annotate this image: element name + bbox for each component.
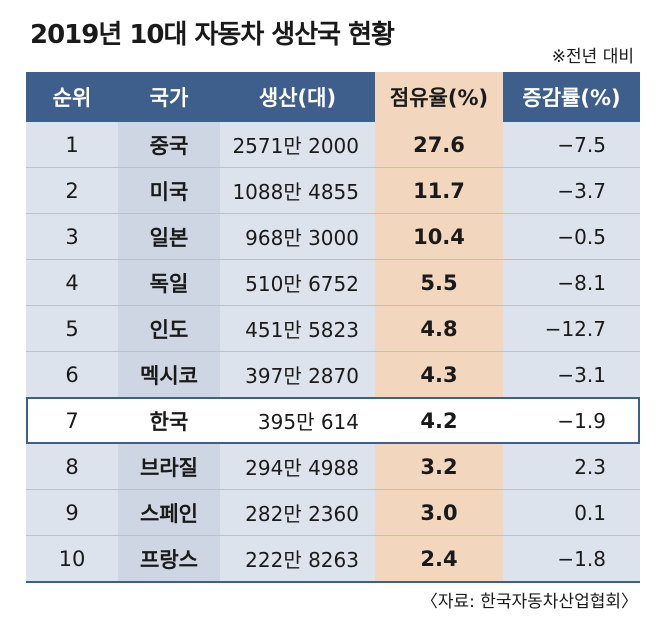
table-row: 1 중국 2571만 2000 27.6 −7.5 <box>26 122 640 168</box>
production-cell: 968만 3000 <box>220 214 375 259</box>
change-cell: −1.9 <box>503 398 640 443</box>
production-cell: 282만 2360 <box>220 490 375 535</box>
table-row: 9 스페인 282만 2360 3.0 0.1 <box>26 490 640 536</box>
chart-title: 2019년 10대 자동차 생산국 현황 <box>30 20 395 50</box>
share-cell: 11.7 <box>375 168 503 213</box>
rank-cell: 6 <box>26 352 118 397</box>
rank-cell: 2 <box>26 168 118 213</box>
rank-cell: 1 <box>26 122 118 167</box>
rank-cell: 5 <box>26 306 118 351</box>
rank-cell: 10 <box>26 536 118 581</box>
table-header: 순위 국가 생산(대) 점유율(%) 증감률(%) <box>26 72 640 122</box>
change-cell: 2.3 <box>503 444 640 489</box>
change-cell: −8.1 <box>503 260 640 305</box>
country-cell: 스페인 <box>118 490 220 535</box>
share-cell: 4.8 <box>375 306 503 351</box>
table-row: 6 멕시코 397만 2870 4.3 −3.1 <box>26 352 640 398</box>
country-cell: 브라질 <box>118 444 220 489</box>
change-cell: −0.5 <box>503 214 640 259</box>
production-table: 순위 국가 생산(대) 점유율(%) 증감률(%) 1 중국 2571만 2000 2… <box>26 72 640 583</box>
header-production: 생산(대) <box>258 86 337 110</box>
production-cell: 2571만 2000 <box>220 122 375 167</box>
country-cell: 멕시코 <box>118 352 220 397</box>
country-cell: 중국 <box>118 122 220 167</box>
production-cell: 510만 6752 <box>220 260 375 305</box>
table-row: 8 브라질 294만 4988 3.2 2.3 <box>26 444 640 490</box>
rank-cell: 4 <box>26 260 118 305</box>
change-cell: −3.7 <box>503 168 640 213</box>
header-share: 점유율(%) <box>375 72 503 122</box>
table-row: 10 프랑스 222만 8263 2.4 −1.8 <box>26 536 640 583</box>
change-cell: −1.8 <box>503 536 640 581</box>
header-rank: 순위 <box>52 86 92 110</box>
country-cell: 일본 <box>118 214 220 259</box>
table-row: 4 독일 510만 6752 5.5 −8.1 <box>26 260 640 306</box>
country-cell: 한국 <box>118 398 220 443</box>
table-row: 2 미국 1088만 4855 11.7 −3.7 <box>26 168 640 214</box>
rank-cell: 9 <box>26 490 118 535</box>
header-country: 국가 <box>149 86 189 110</box>
share-cell: 3.2 <box>375 444 503 489</box>
table-row: 7 한국 395만 614 4.2 −1.9 <box>26 397 640 444</box>
comparison-note: ※전년 대비 <box>551 47 634 67</box>
country-cell: 미국 <box>118 168 220 213</box>
share-cell: 3.0 <box>375 490 503 535</box>
source-note: 〈자료: 한국자동차산업협회〉 <box>420 592 638 612</box>
rank-cell: 3 <box>26 214 118 259</box>
country-cell: 인도 <box>118 306 220 351</box>
rank-cell: 8 <box>26 444 118 489</box>
production-cell: 294만 4988 <box>220 444 375 489</box>
change-cell: 0.1 <box>503 490 640 535</box>
country-cell: 프랑스 <box>118 536 220 581</box>
change-cell: −12.7 <box>503 306 640 351</box>
change-cell: −3.1 <box>503 352 640 397</box>
share-cell: 27.6 <box>375 122 503 167</box>
share-cell: 10.4 <box>375 214 503 259</box>
share-cell: 4.2 <box>375 398 503 443</box>
production-cell: 397만 2870 <box>220 352 375 397</box>
share-cell: 2.4 <box>375 536 503 581</box>
production-cell: 222만 8263 <box>220 536 375 581</box>
country-cell: 독일 <box>118 260 220 305</box>
table-row: 5 인도 451만 5823 4.8 −12.7 <box>26 306 640 352</box>
header-change: 증감률(%) <box>522 86 621 110</box>
table-body: 1 중국 2571만 2000 27.6 −7.5 2 미국 1088만 4855 11.7 −3… <box>26 122 640 583</box>
share-cell: 4.3 <box>375 352 503 397</box>
production-cell: 395만 614 <box>220 398 375 443</box>
share-cell: 5.5 <box>375 260 503 305</box>
production-cell: 1088만 4855 <box>220 168 375 213</box>
table-row: 3 일본 968만 3000 10.4 −0.5 <box>26 214 640 260</box>
rank-cell: 7 <box>26 398 118 443</box>
production-cell: 451만 5823 <box>220 306 375 351</box>
change-cell: −7.5 <box>503 122 640 167</box>
